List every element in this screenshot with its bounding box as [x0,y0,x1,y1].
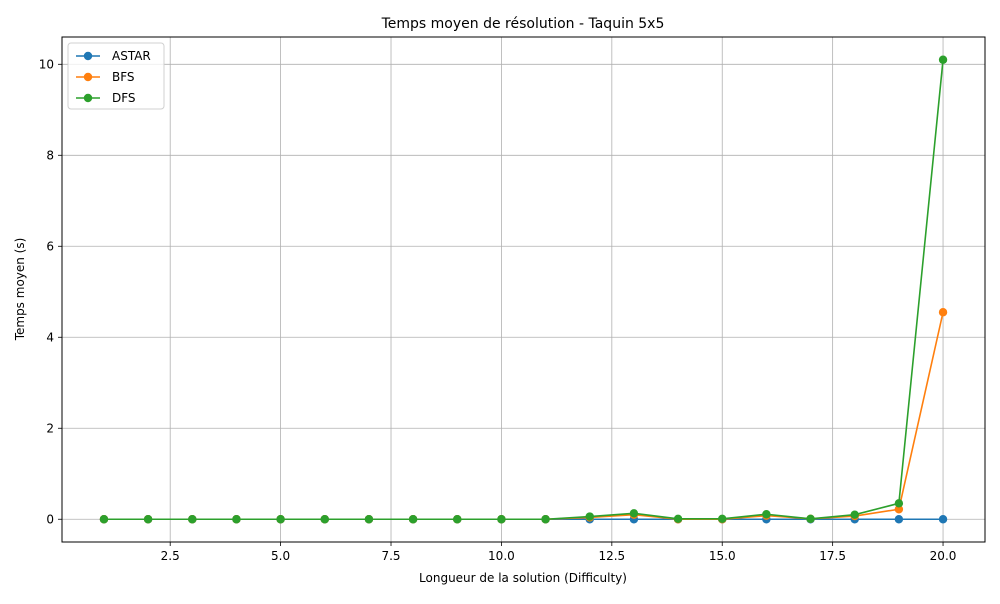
legend-items: ASTAR BFS DFS [76,49,151,105]
data-point-dfs [497,515,506,524]
y-tick-label: 0 [46,512,54,526]
data-point-dfs [408,515,418,524]
legend-label-bfs: BFS [112,70,135,84]
x-tick-label: 20.0 [930,549,957,563]
x-axis-ticks: 2.5 5.0 7.5 10.0 12.5 15.0 17.5 20.0 [161,542,957,563]
legend-marker-astar [83,51,93,61]
y-axis-ticks: 0 2 4 6 8 10 [39,57,62,526]
data-point-dfs [938,55,948,64]
x-tick-label: 15.0 [709,549,736,563]
data-point-dfs [143,515,153,524]
x-axis-label: Longueur de la solution (Difficulty) [419,571,627,585]
data-point-dfs [188,515,197,524]
y-tick-label: 4 [46,330,54,344]
chart-title: Temps moyen de résolution - Taquin 5x5 [381,16,665,32]
data-point-dfs [673,514,683,523]
data-point-dfs [806,514,815,523]
y-tick-label: 10 [39,57,54,71]
legend-label-astar: ASTAR [112,49,151,63]
y-tick-label: 8 [46,148,54,162]
data-point-bfs [938,308,948,317]
legend-label-dfs: DFS [112,91,136,105]
data-point-dfs [850,510,859,519]
data-point-dfs [585,512,594,521]
data-point-dfs [453,515,462,524]
legend-item-bfs: BFS [76,70,135,84]
legend: ASTAR BFS DFS [67,42,165,110]
data-point-dfs [232,515,241,524]
data-point-dfs [276,515,285,524]
plot-frame [61,36,986,543]
data-point-dfs [364,515,374,524]
y-axis-label: Temps moyen (s) [13,238,27,342]
x-tick-label: 17.5 [819,549,846,563]
data-point-astar [894,515,904,524]
data-point-bfs [894,505,904,514]
data-point-dfs [894,499,904,508]
x-tick-label: 12.5 [598,549,625,563]
legend-item-astar: ASTAR [76,49,151,63]
data-point-astar [938,515,948,524]
legend-marker-dfs [83,93,93,103]
x-tick-label: 2.5 [161,549,180,563]
y-tick-label: 2 [46,421,54,435]
y-tick-label: 6 [46,239,54,253]
data-point-dfs [541,515,550,524]
data-point-dfs [99,515,109,524]
legend-box [67,42,165,110]
data-point-dfs [320,515,329,524]
legend-marker-bfs [83,72,93,82]
series-dfs [99,55,948,524]
x-tick-label: 5.0 [271,549,290,563]
data-point-dfs [629,509,639,518]
data-point-dfs [718,514,727,523]
x-tick-label: 10.0 [488,549,515,563]
legend-item-dfs: DFS [76,91,136,105]
data-point-dfs [762,510,771,519]
series-line-dfs [103,59,944,521]
x-tick-label: 7.5 [381,549,400,563]
data-series [99,55,948,524]
